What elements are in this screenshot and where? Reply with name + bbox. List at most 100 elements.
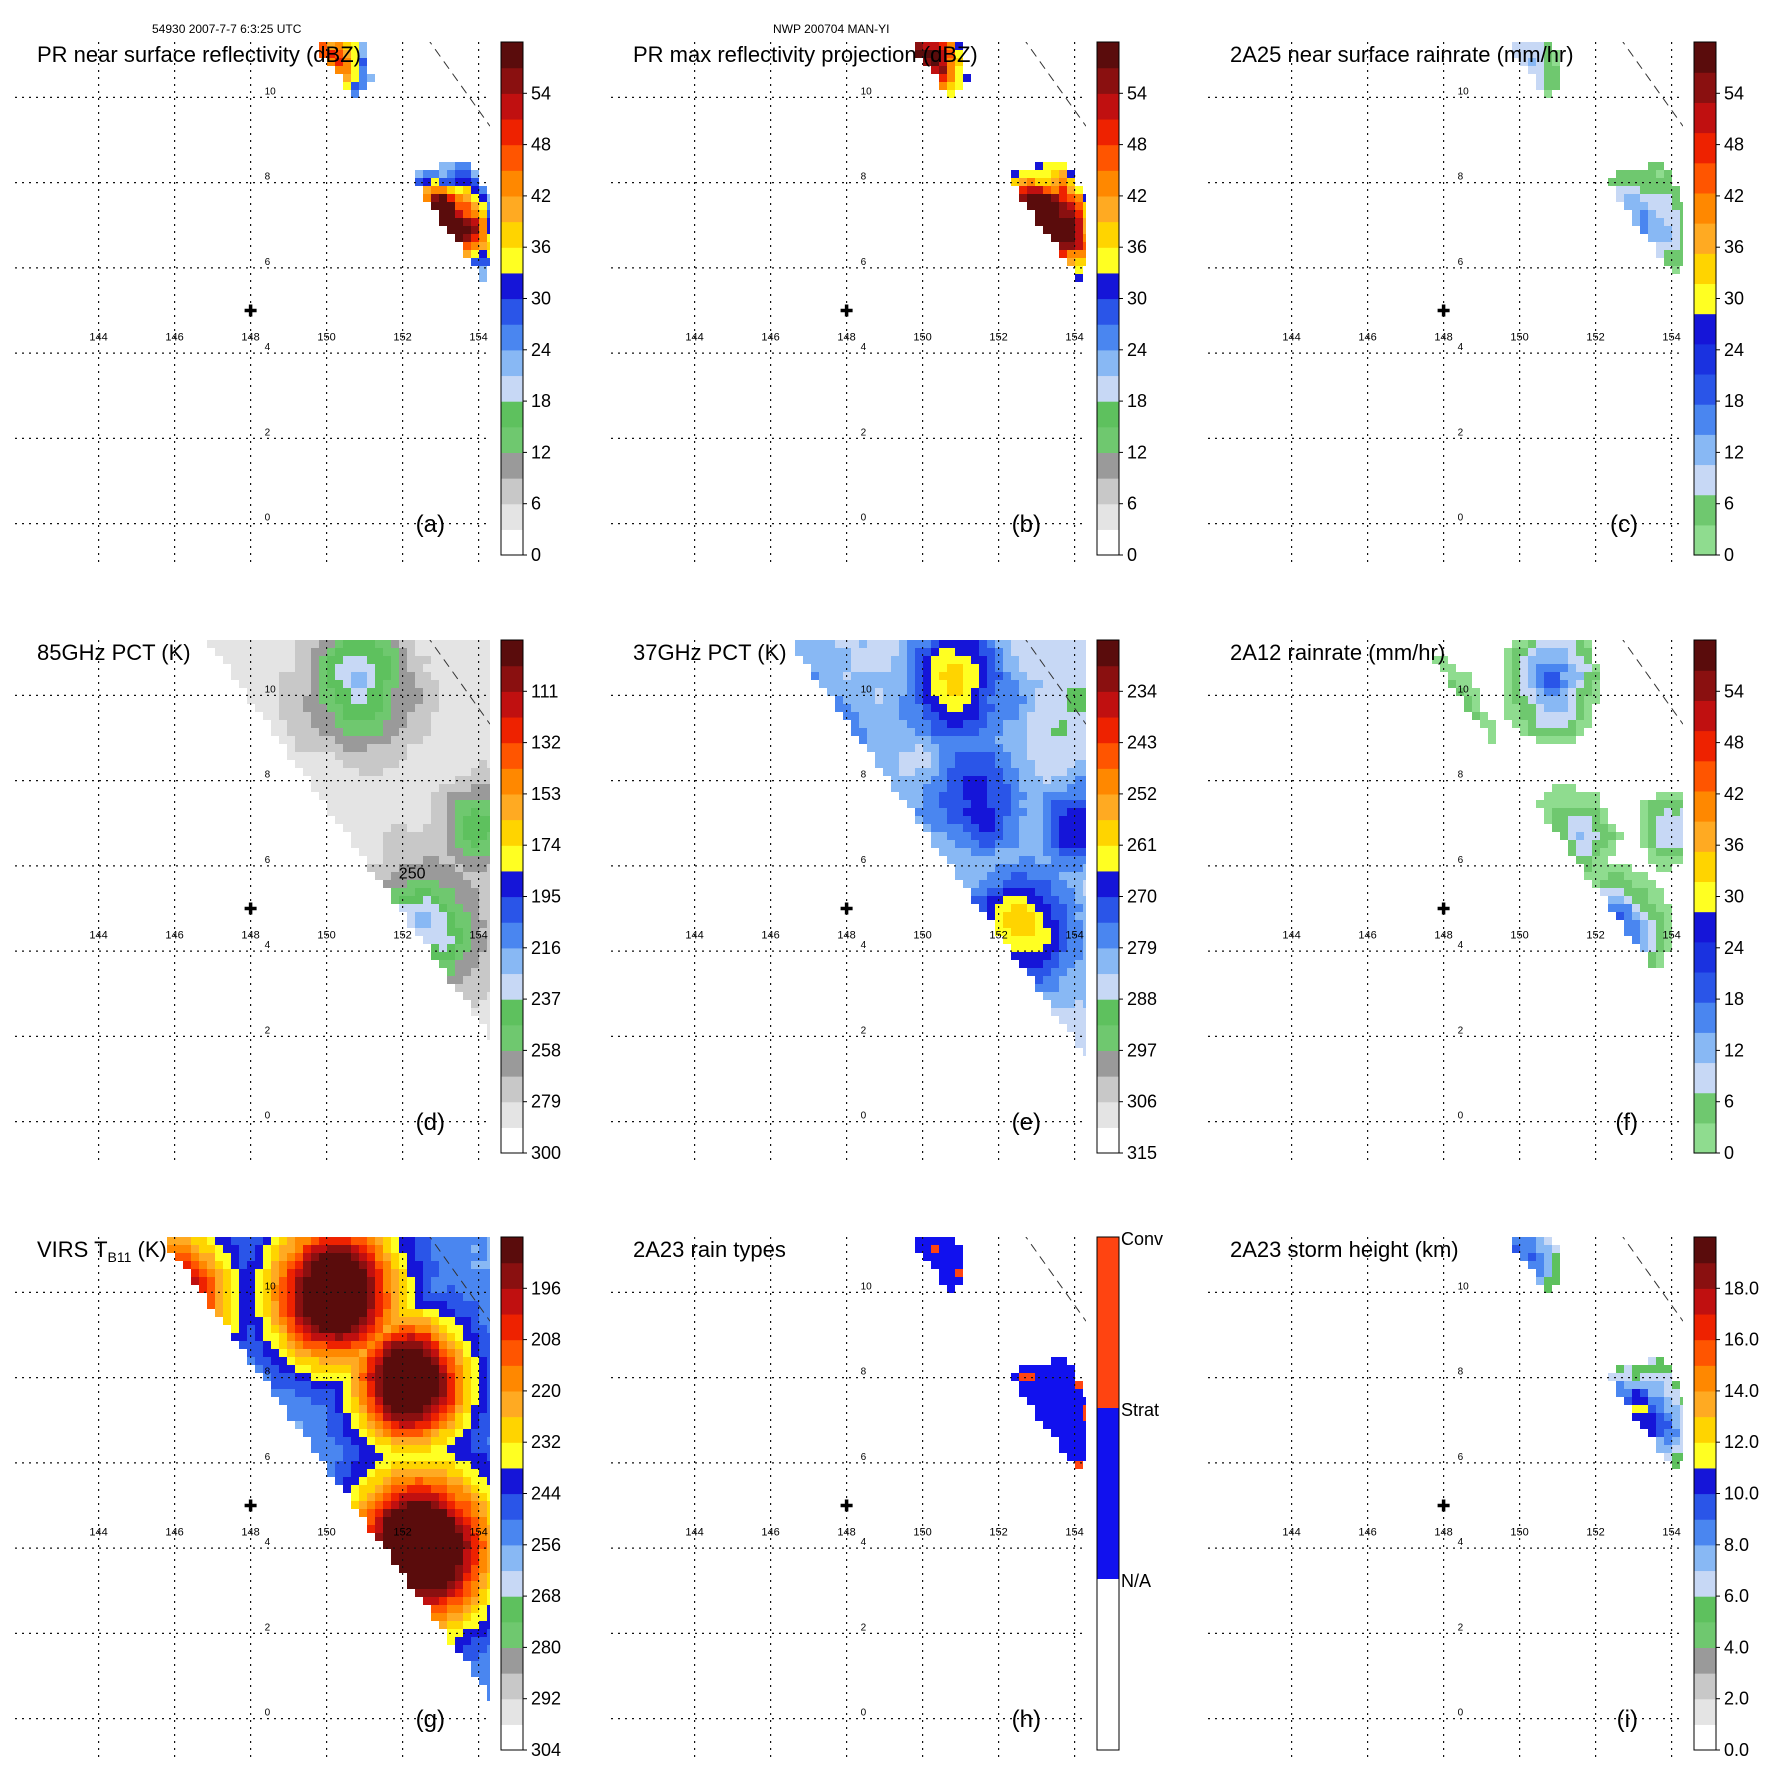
cell [487,808,490,816]
cell [287,1333,295,1341]
cell [407,680,415,688]
cell [463,896,471,904]
cell [391,1365,399,1373]
cell [1664,178,1672,186]
cell [471,1365,479,1373]
cell [1043,202,1051,210]
cell [1067,1445,1075,1453]
cell [231,1325,239,1333]
cell [1648,1429,1656,1437]
cell [1448,664,1456,672]
cell [955,1245,963,1253]
cell [1632,1389,1640,1397]
cell [359,824,367,832]
cell [1640,1413,1648,1421]
cell [1003,744,1011,752]
cell [431,1261,439,1269]
cell [1011,864,1019,872]
cell [471,1581,479,1589]
cell [319,1261,327,1269]
cell [311,1397,319,1405]
cell [1011,688,1019,696]
cell [1520,664,1528,672]
colorbar-tick-label: 24 [1724,938,1744,958]
cell [1680,218,1683,226]
cell [431,1429,439,1437]
cell [1448,672,1456,680]
colorbar-tick-label: 2.0 [1724,1689,1749,1709]
cell [1027,640,1035,648]
lat-tick-label: 4 [861,940,867,951]
cell [311,688,319,696]
cell [423,920,431,928]
cell [1051,840,1059,848]
lat-tick-label: 10 [265,1281,277,1292]
cell [1043,720,1051,728]
cell [463,848,471,856]
cell [383,1533,391,1541]
cell [487,202,490,210]
cell [1059,824,1067,832]
cell [1051,784,1059,792]
cell [1616,170,1624,178]
cell [407,744,415,752]
cell [407,648,415,656]
colorbar-segment [501,349,523,377]
cell [351,744,359,752]
cell [1552,640,1560,648]
cell [947,656,955,664]
cell [399,1469,407,1477]
cell [1067,696,1075,704]
cell [963,648,971,656]
cell [1648,186,1656,194]
lon-tick-label: 146 [1358,929,1376,941]
cell [987,816,995,824]
cell [923,744,931,752]
cell [391,1405,399,1413]
cell [971,760,979,768]
lon-tick-label: 152 [393,929,411,941]
cell [407,800,415,808]
cell [455,1461,463,1469]
cell [463,218,471,226]
cell [455,856,463,864]
cell [287,704,295,712]
cell [447,1629,455,1637]
cell [303,1269,311,1277]
cell [391,784,399,792]
cell [407,1413,415,1421]
cell [455,1501,463,1509]
cell [1544,1277,1552,1285]
cell [1067,1413,1075,1421]
cell [479,744,487,752]
cell [367,1341,375,1349]
cell [471,1461,479,1469]
cell [407,1317,415,1325]
cell [1504,648,1512,656]
cell [447,680,455,688]
cell [439,1245,447,1253]
cell [479,816,487,824]
cell [279,688,287,696]
cell [383,1341,391,1349]
cell [351,90,359,98]
cell [319,1357,327,1365]
cell [463,904,471,912]
cell [455,1605,463,1613]
cell [367,864,375,872]
cell [439,1461,447,1469]
cell [447,1525,455,1533]
cell [487,1629,490,1637]
cell [415,1533,423,1541]
cell [1059,664,1067,672]
cell [319,1405,327,1413]
cell [1043,832,1051,840]
cell [415,1565,423,1573]
cell [479,968,487,976]
cell [279,1277,287,1285]
cell [343,704,351,712]
cell [383,688,391,696]
cell [399,1397,407,1405]
